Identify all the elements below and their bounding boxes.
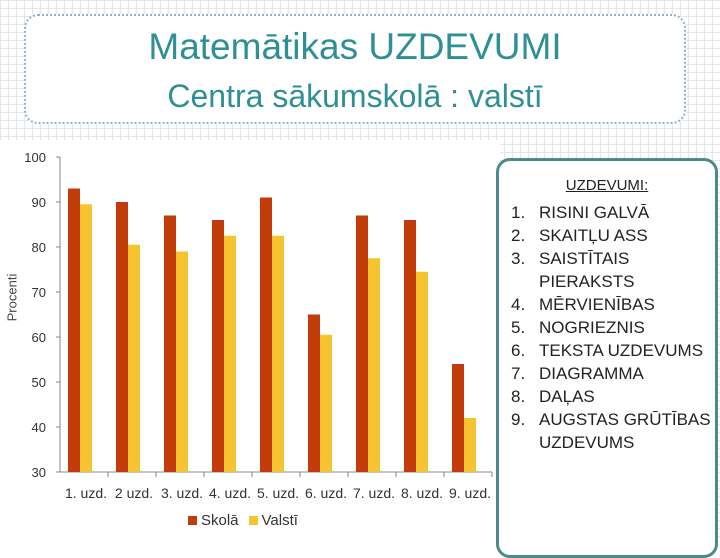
bar-skola <box>212 220 224 472</box>
task-text: MĒRVIENĪBAS <box>539 295 655 314</box>
task-text: SKAITĻU ASS <box>539 226 648 245</box>
task-item: 8. DAĻAS <box>511 385 711 408</box>
task-text: AUGSTAS GRŪTĪBAS UZDEVUMS <box>539 410 711 452</box>
bar-skola <box>404 220 416 472</box>
task-text: DAĻAS <box>539 387 595 406</box>
task-item: 5. NOGRIEZNIS <box>511 316 711 339</box>
chart-area: 30 40 50 60 70 80 90 100 1. uzd. 2 uzd. 3. uzd. 4. … <box>0 140 500 540</box>
chart-legend: Skolā Valstī <box>188 512 298 529</box>
y-tick-label: 40 <box>32 420 46 435</box>
task-text: SAISTĪTAIS PIERAKSTS <box>539 249 635 291</box>
bar-skola <box>164 215 176 472</box>
task-number: 9. <box>511 410 526 429</box>
y-tick-label: 80 <box>32 240 46 255</box>
x-tick-label: 8. uzd. <box>401 485 443 501</box>
task-number: 2. <box>511 226 526 245</box>
bar-skola <box>452 364 464 472</box>
y-tick-label: 70 <box>32 285 46 300</box>
legend-swatch-skola <box>188 516 197 525</box>
y-tick-label: 100 <box>24 150 46 165</box>
y-tick-label: 60 <box>32 330 46 345</box>
y-tick-label: 50 <box>32 375 46 390</box>
task-number: 5. <box>511 318 526 337</box>
task-number: 6. <box>511 341 526 360</box>
task-item: 9. AUGSTAS GRŪTĪBAS UZDEVUMS <box>511 408 711 454</box>
bar-valsti <box>128 244 140 472</box>
bar-valsti <box>224 235 236 472</box>
legend-item-skola: Skolā <box>188 512 239 529</box>
x-tick-label: 7. uzd. <box>353 485 395 501</box>
legend-swatch-valsti <box>248 516 258 525</box>
bar-valsti <box>176 251 188 472</box>
slide-subtitle: Centra sākumskolā : valstī <box>167 78 543 114</box>
task-item: 2. SKAITĻU ASS <box>511 224 711 247</box>
title-box: Matemātikas UZDEVUMI Centra sākumskolā :… <box>24 14 686 124</box>
bar-valsti <box>320 334 332 472</box>
x-tick-label: 9. uzd. <box>449 485 491 501</box>
task-item: 4. MĒRVIENĪBAS <box>511 293 711 316</box>
bar-valsti <box>416 271 428 472</box>
task-item: 3. SAISTĪTAIS PIERAKSTS <box>511 247 711 293</box>
slide-title: Matemātikas UZDEVUMI <box>148 26 562 67</box>
y-tick-label: 90 <box>32 195 46 210</box>
bar-skola <box>116 202 128 472</box>
task-number: 8. <box>511 387 526 406</box>
task-item: 6. TEKSTA UZDEVUMS <box>511 339 711 362</box>
bar-skola <box>68 188 80 472</box>
task-number: 1. <box>511 203 526 222</box>
task-list: 1. RISINI GALVĀ 2. SKAITĻU ASS 3. SAISTĪTAI… <box>511 201 711 454</box>
y-axis-title: Procenti <box>4 273 20 322</box>
task-text: RISINI GALVĀ <box>539 203 650 222</box>
legend-label-skola: Skolā <box>201 512 239 529</box>
bar-valsti <box>272 235 284 472</box>
x-tick-label: 1. uzd. <box>65 485 107 501</box>
x-tick-label: 2 uzd. <box>115 485 153 501</box>
task-number: 4. <box>511 295 526 314</box>
bar-skola <box>356 215 368 472</box>
bar-chart: 30 40 50 60 70 80 90 100 1. uzd. 2 uzd. 3. uzd. 4. … <box>24 150 493 501</box>
task-list-panel: UZDEVUMI: 1. RISINI GALVĀ 2. SKAITĻU ASS 3… <box>496 158 718 558</box>
y-tick-label: 30 <box>32 465 46 480</box>
task-text: DIAGRAMMA <box>539 364 644 383</box>
task-number: 3. <box>511 249 526 268</box>
task-item: 1. RISINI GALVĀ <box>511 201 711 224</box>
task-list-title: UZDEVUMI: <box>565 177 649 194</box>
task-text: NOGRIEZNIS <box>539 318 645 337</box>
task-number: 7. <box>511 364 526 383</box>
task-item: 7. DIAGRAMMA <box>511 362 711 385</box>
bar-valsti <box>464 418 476 472</box>
bar-skola <box>308 314 320 472</box>
x-tick-label: 3. uzd. <box>161 485 203 501</box>
bar-valsti <box>368 258 380 472</box>
bar-skola <box>260 197 272 472</box>
x-tick-label: 4. uzd. <box>209 485 251 501</box>
legend-label-valsti: Valstī <box>261 512 298 529</box>
task-text: TEKSTA UZDEVUMS <box>539 341 704 360</box>
x-tick-label: 5. uzd. <box>257 485 299 501</box>
x-tick-label: 6. uzd. <box>305 485 347 501</box>
legend-item-valsti: Valstī <box>248 512 298 529</box>
bar-valsti <box>80 204 92 472</box>
